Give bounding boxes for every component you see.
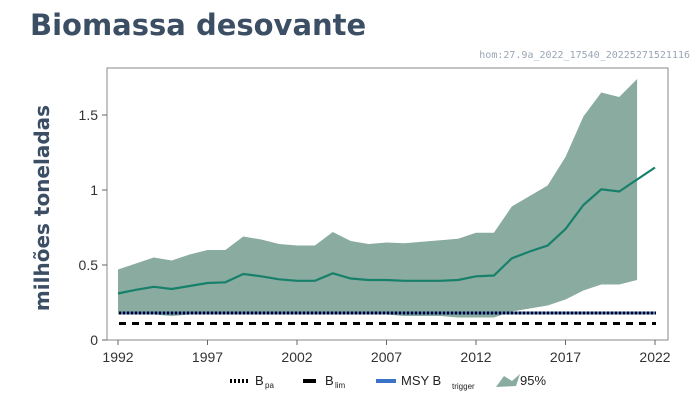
x-tick-label: 2002 <box>281 349 312 365</box>
x-tick-label: 2022 <box>639 349 670 365</box>
x-tick-label: 1997 <box>192 349 223 365</box>
legend-sub-msy: trigger <box>452 382 475 391</box>
x-tick-label: 1992 <box>102 349 133 365</box>
y-tick-label: 0.5 <box>79 257 99 273</box>
legend-item-band: 95% <box>496 373 546 388</box>
legend-item-blim: B lim <box>303 373 346 390</box>
x-tick-label: 2012 <box>460 349 491 365</box>
ssb-series-line <box>117 166 656 295</box>
y-tick-label: 1 <box>90 182 98 198</box>
legend-label-band: 95% <box>520 373 546 388</box>
y-tick-label: 0 <box>90 332 98 348</box>
y-tick-label: 1.5 <box>79 107 99 123</box>
stamp-text: hom:27.9a_2022_17540_20225271521116 <box>479 50 690 61</box>
x-tick-label: 2017 <box>550 349 581 365</box>
legend-label-blim: B <box>325 373 334 388</box>
legend-label-bpa: B <box>255 373 264 388</box>
confidence-band <box>118 79 638 318</box>
legend-item-bpa: B pa <box>230 373 274 390</box>
y-axis-ticks: 0 0.5 1 1.5 <box>79 107 107 348</box>
legend-item-msy: MSY B trigger <box>376 373 475 391</box>
legend-sub-blim: lim <box>335 381 346 390</box>
legend-sub-bpa: pa <box>265 381 274 390</box>
x-tick-label: 2007 <box>371 349 402 365</box>
x-axis-ticks: 1992 1997 2002 2007 2012 2017 2022 <box>102 340 671 365</box>
legend: B pa B lim MSY B trigger 95% <box>230 373 546 391</box>
legend-label-msy: MSY B <box>401 373 441 388</box>
page-title: Biomassa desovante <box>30 8 367 42</box>
plot-frame <box>106 67 669 341</box>
